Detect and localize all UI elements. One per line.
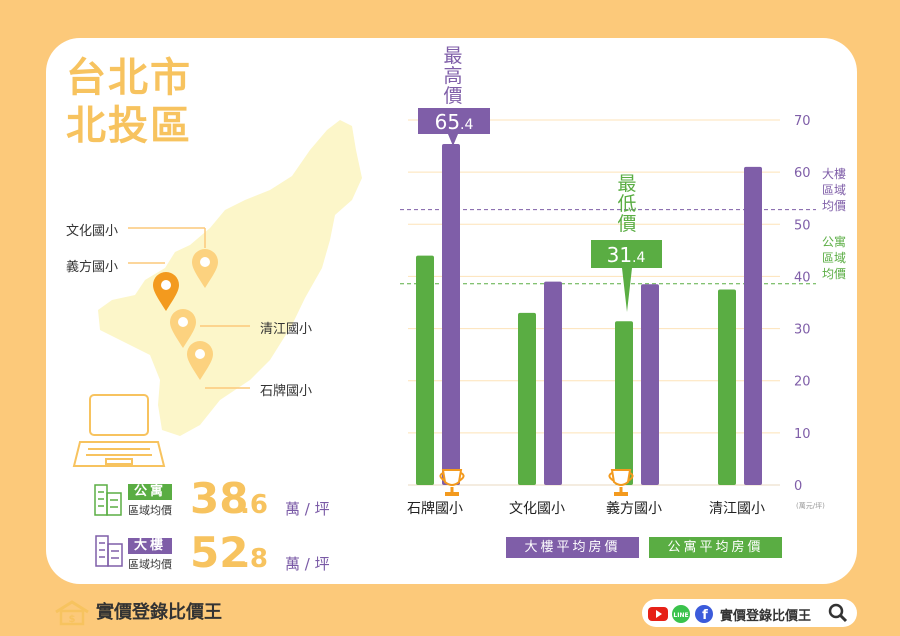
y-tick-label: 60: [794, 166, 811, 181]
ref-label-building: 均價: [822, 199, 846, 213]
max-callout: [418, 108, 490, 146]
min-callout: [591, 240, 662, 312]
apartment-unit: 萬 / 坪: [285, 500, 330, 518]
legend-building: 大樓平均房價: [506, 537, 639, 558]
apartment-value-int: 38: [190, 474, 249, 523]
bar-apartment: [615, 321, 633, 485]
svg-text:$: $: [69, 614, 76, 625]
svg-text:f: f: [702, 608, 708, 623]
min-label: 價: [617, 213, 636, 235]
bar-building: [641, 284, 659, 485]
map-label-qingjiang: 清江國小: [260, 322, 313, 337]
bar-building: [544, 281, 562, 485]
apartment-sub: 區域均價: [128, 504, 172, 517]
max-label: 價: [443, 85, 462, 107]
title-city: 台北市: [66, 55, 192, 101]
apartment-value-dec: .6: [240, 490, 268, 520]
bar-building: [744, 166, 762, 485]
title-district: 北投區: [66, 103, 192, 149]
search-icon[interactable]: [828, 603, 848, 623]
line-icon[interactable]: LINE: [672, 605, 690, 623]
pin-wenhua-icon: [192, 249, 218, 288]
min-label: 低: [617, 193, 636, 215]
building-unit: 萬 / 坪: [285, 555, 330, 573]
facebook-icon[interactable]: f: [695, 605, 713, 623]
map-label-yifang: 義方國小: [66, 260, 119, 275]
y-tick-label: 50: [794, 218, 811, 233]
svg-text:LINE: LINE: [673, 612, 688, 619]
unit-label: (萬元/坪): [796, 501, 825, 510]
trophy-icon: [608, 469, 634, 496]
apartment-tag: 公寓: [128, 484, 173, 500]
ref-label-building: 區域: [822, 183, 846, 197]
y-tick-label: 70: [794, 114, 811, 129]
max-value: 65.4: [435, 110, 474, 134]
ref-label-apartment: 均價: [822, 267, 846, 281]
map-label-shipai: 石牌國小: [260, 384, 313, 399]
building-sub: 區域均價: [128, 558, 172, 571]
building-icon: [95, 535, 123, 567]
ref-label-apartment: 公寓: [822, 234, 846, 249]
x-tick-label: 義方國小: [606, 500, 662, 517]
map-label-wenhua: 文化國小: [66, 224, 119, 239]
y-tick-label: 20: [794, 375, 811, 390]
building-value-dec: .8: [240, 544, 268, 574]
pin-yifang-icon: [153, 272, 179, 311]
x-tick-label: 文化國小: [509, 501, 565, 517]
y-tick-label: 0: [794, 479, 802, 494]
building-tag: 大樓: [128, 538, 173, 554]
max-label: 最: [443, 45, 462, 67]
youtube-icon[interactable]: [648, 607, 668, 621]
trophy-icon: [439, 469, 465, 496]
min-label: 最: [617, 173, 636, 195]
ref-label-apartment: 區域: [822, 251, 846, 265]
ref-label-building: 大樓: [822, 166, 846, 181]
x-tick-label: 清江國小: [709, 501, 765, 517]
y-tick-label: 30: [794, 323, 811, 338]
social-icons: LINE f: [648, 605, 713, 623]
bar-building: [442, 143, 460, 485]
laptop-icon: [72, 394, 166, 467]
legend-apartment: 公寓平均房價: [649, 537, 782, 558]
footer-brand: 實價登錄比價王: [96, 602, 222, 623]
footer-brand-right: 實價登錄比價王: [720, 609, 812, 624]
district-shape: [98, 120, 362, 436]
x-tick-label: 石牌國小: [407, 500, 463, 517]
apartment-icon: [94, 484, 122, 516]
building-value-int: 52: [190, 528, 249, 577]
bar-apartment: [718, 289, 736, 485]
y-tick-label: 10: [794, 427, 811, 442]
pin-shipai-icon: [187, 341, 213, 380]
house-logo-icon: $: [55, 600, 89, 626]
pin-qingjiang-icon: [170, 309, 196, 348]
y-tick-label: 40: [794, 270, 811, 285]
max-label: 高: [443, 65, 462, 87]
bar-apartment: [518, 312, 536, 485]
min-value: 31.4: [607, 243, 646, 267]
bar-apartment: [416, 255, 434, 485]
